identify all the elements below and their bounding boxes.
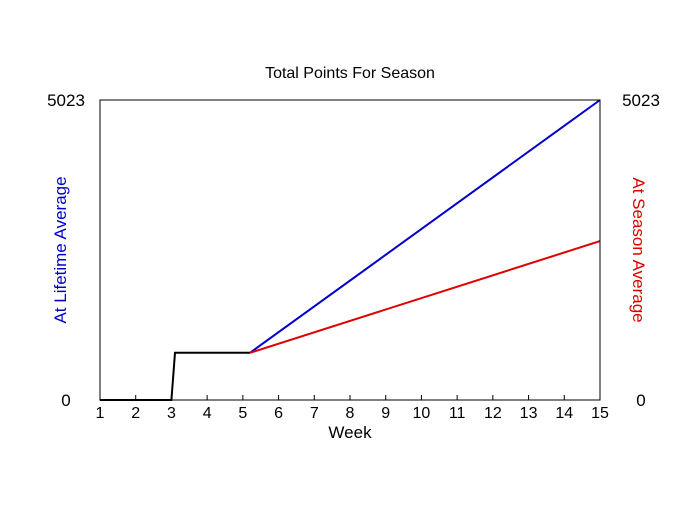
x-tick-label: 4 bbox=[203, 405, 212, 422]
y-right-tick-label: 5023 bbox=[622, 91, 660, 110]
plot-frame bbox=[99, 99, 601, 401]
x-tick-label: 8 bbox=[346, 405, 355, 422]
x-tick-label: 12 bbox=[484, 405, 502, 422]
y-axis-left-label: At Lifetime Average bbox=[51, 176, 70, 323]
y-left-tick-label: 5023 bbox=[47, 91, 85, 110]
x-tick-label: 9 bbox=[381, 405, 390, 422]
x-tick-label: 13 bbox=[520, 405, 538, 422]
y-right-tick-label: 0 bbox=[636, 391, 645, 410]
x-axis-label: Week bbox=[328, 423, 372, 442]
x-tick-label: 10 bbox=[413, 405, 431, 422]
x-tick-label: 15 bbox=[591, 405, 609, 422]
x-tick-label: 11 bbox=[449, 405, 466, 422]
series-layer bbox=[100, 99, 601, 401]
y-axis-right-label: At Season Average bbox=[629, 177, 648, 322]
y-left-tick-label: 0 bbox=[61, 391, 70, 410]
x-tick-label: 6 bbox=[274, 405, 283, 422]
series-line-season bbox=[249, 240, 601, 354]
x-tick-label: 2 bbox=[131, 405, 140, 422]
series-line-lifetime bbox=[249, 99, 601, 354]
x-tick-label: 7 bbox=[310, 405, 319, 422]
x-tick-label: 14 bbox=[555, 405, 573, 422]
x-tick-label: 3 bbox=[167, 405, 176, 422]
chart-title: Total Points For Season bbox=[265, 65, 435, 82]
x-tick-label: 5 bbox=[238, 405, 247, 422]
series-line-actual bbox=[100, 351, 250, 401]
x-tick-label: 1 bbox=[96, 405, 105, 422]
